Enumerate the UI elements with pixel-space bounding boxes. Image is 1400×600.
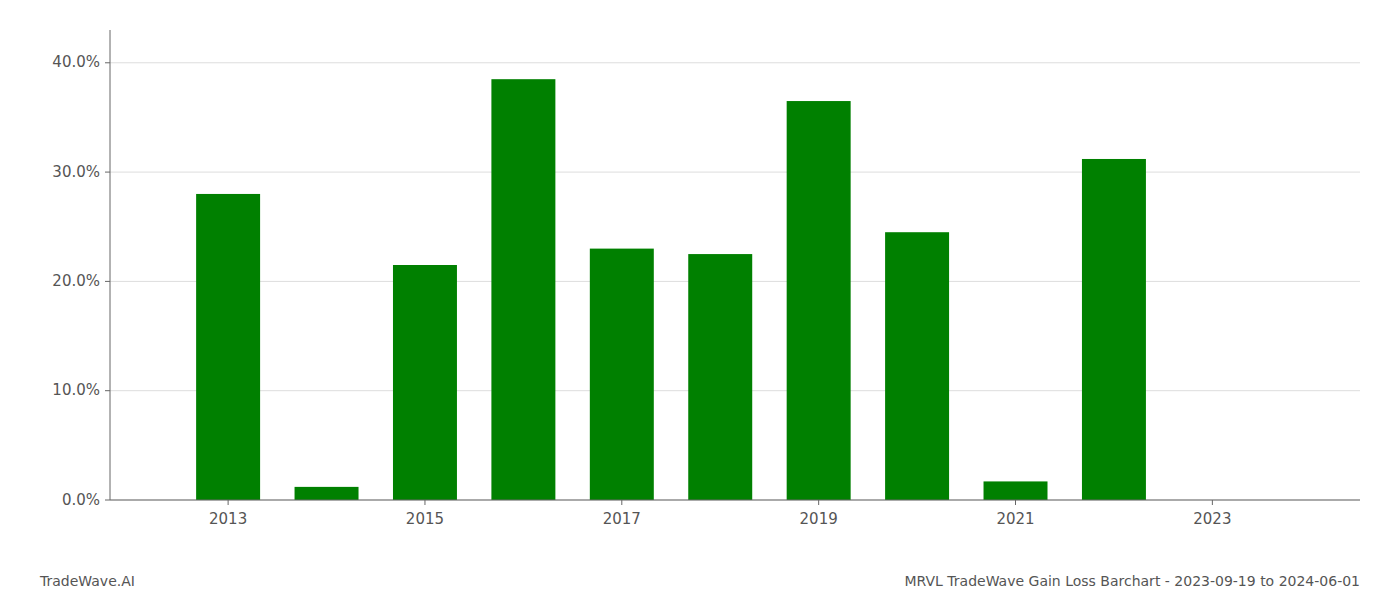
x-tick-label: 2013: [209, 510, 247, 528]
chart-svg: 0.0% 10.0% 20.0% 30.0% 40.0% 2013 2015 2017 2019…: [0, 0, 1400, 600]
y-tick: [105, 281, 110, 282]
y-tick-label: 0.0%: [62, 491, 100, 509]
y-axis-line: [110, 30, 111, 500]
x-tick-label: 2019: [800, 510, 838, 528]
y-tick: [105, 500, 110, 501]
x-tick: [621, 500, 622, 505]
bar: [590, 249, 654, 500]
bar: [885, 232, 949, 500]
bars: [196, 79, 1146, 500]
title: MRVL TradeWave Gain Loss Barchart - 2023…: [904, 573, 1360, 589]
x-tick-label: 2021: [996, 510, 1034, 528]
x-axis: 2013 2015 2017 2019 2021 2023: [209, 500, 1231, 528]
bar: [688, 254, 752, 500]
grid-line: [110, 500, 1360, 501]
watermark: TradeWave.AI: [39, 573, 135, 589]
y-axis: 0.0% 10.0% 20.0% 30.0% 40.0%: [52, 53, 110, 508]
y-tick: [105, 62, 110, 63]
x-tick: [1212, 500, 1213, 505]
y-tick: [105, 390, 110, 391]
y-tick-label: 30.0%: [52, 163, 100, 181]
y-tick-label: 40.0%: [52, 53, 100, 71]
bar: [196, 194, 260, 500]
y-tick-label: 20.0%: [52, 272, 100, 290]
x-axis-line: [110, 500, 1360, 501]
bar: [393, 265, 457, 500]
bar: [1082, 159, 1146, 500]
bar: [491, 79, 555, 500]
grid-line: [110, 62, 1360, 63]
bar: [787, 101, 851, 500]
x-tick: [228, 500, 229, 505]
grid: [110, 63, 1360, 500]
x-tick: [424, 500, 425, 505]
x-tick: [1015, 500, 1016, 505]
x-tick: [818, 500, 819, 505]
x-tick-label: 2015: [406, 510, 444, 528]
chart-container: 0.0% 10.0% 20.0% 30.0% 40.0% 2013 2015 2017 2019…: [0, 0, 1400, 600]
y-tick-label: 10.0%: [52, 381, 100, 399]
grid-line: [110, 172, 1360, 173]
x-tick-label: 2017: [603, 510, 641, 528]
bar: [295, 487, 359, 500]
y-tick: [105, 172, 110, 173]
bar: [984, 481, 1048, 500]
x-tick-label: 2023: [1193, 510, 1231, 528]
